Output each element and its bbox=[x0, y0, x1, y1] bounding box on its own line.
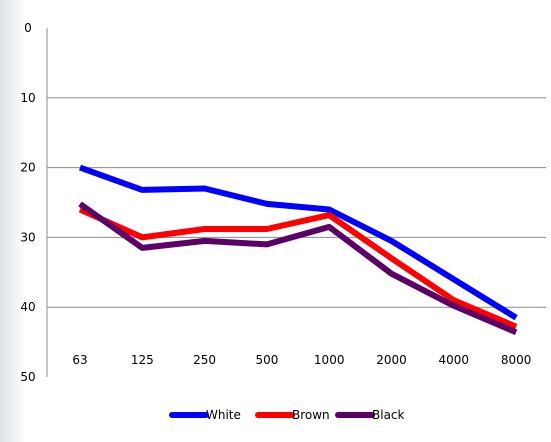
y-tick-label: 0 bbox=[24, 21, 32, 35]
series-line-brown bbox=[78, 206, 518, 330]
y-tick-label: 20 bbox=[20, 161, 35, 175]
legend-label-brown: Brown bbox=[292, 408, 330, 422]
series-line-black bbox=[78, 201, 518, 336]
x-tick-label: 4000 bbox=[439, 353, 470, 367]
x-tick-label: 8000 bbox=[501, 353, 532, 367]
y-tick-label: 10 bbox=[20, 91, 35, 105]
x-tick-label: 125 bbox=[131, 353, 154, 367]
x-tick-label: 2000 bbox=[376, 353, 407, 367]
legend: White Brown Black bbox=[169, 408, 405, 422]
x-tick-label: 500 bbox=[255, 353, 278, 367]
legend-label-white: White bbox=[206, 408, 241, 422]
y-axis-ticks: 0 10 20 30 40 50 bbox=[20, 21, 35, 384]
y-tick-label: 50 bbox=[20, 370, 35, 384]
x-tick-label: 63 bbox=[72, 353, 87, 367]
x-tick-label: 250 bbox=[193, 353, 216, 367]
gridlines bbox=[46, 28, 546, 377]
x-tick-label: 1000 bbox=[314, 353, 345, 367]
y-tick-label: 40 bbox=[20, 300, 35, 314]
series-line-white bbox=[78, 164, 518, 321]
y-tick-label: 30 bbox=[20, 230, 35, 244]
series-lines bbox=[78, 164, 518, 336]
legend-label-black: Black bbox=[372, 408, 405, 422]
x-axis-ticks: 63 125 250 500 1000 2000 4000 8000 bbox=[72, 353, 531, 367]
